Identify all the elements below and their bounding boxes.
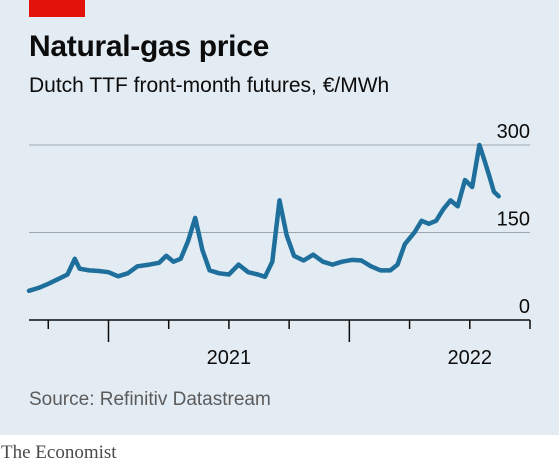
gridlines — [29, 144, 530, 233]
x-tick-labels: 2021 2022 — [207, 347, 492, 369]
x-tick-label-2022: 2022 — [448, 347, 493, 369]
brand-red-tag — [29, 0, 85, 17]
chart-title: Natural-gas price — [29, 30, 269, 63]
x-tick-label-2021: 2021 — [207, 347, 252, 369]
y-tick-label-300: 300 — [497, 121, 530, 143]
line-chart: 0 150 300 2021 2022 — [26, 121, 531, 369]
chart-subtitle: Dutch TTF front-month futures, €/MWh — [29, 74, 390, 97]
publisher-credit: The Economist — [1, 442, 117, 463]
y-tick-label-150: 150 — [497, 209, 530, 231]
y-tick-label-0: 0 — [519, 296, 530, 318]
source-note: Source: Refinitiv Datastream — [29, 389, 271, 410]
x-axis — [29, 319, 531, 342]
price-series — [26, 142, 501, 294]
y-tick-labels: 0 150 300 — [497, 121, 530, 318]
series-line-0 — [26, 142, 501, 294]
